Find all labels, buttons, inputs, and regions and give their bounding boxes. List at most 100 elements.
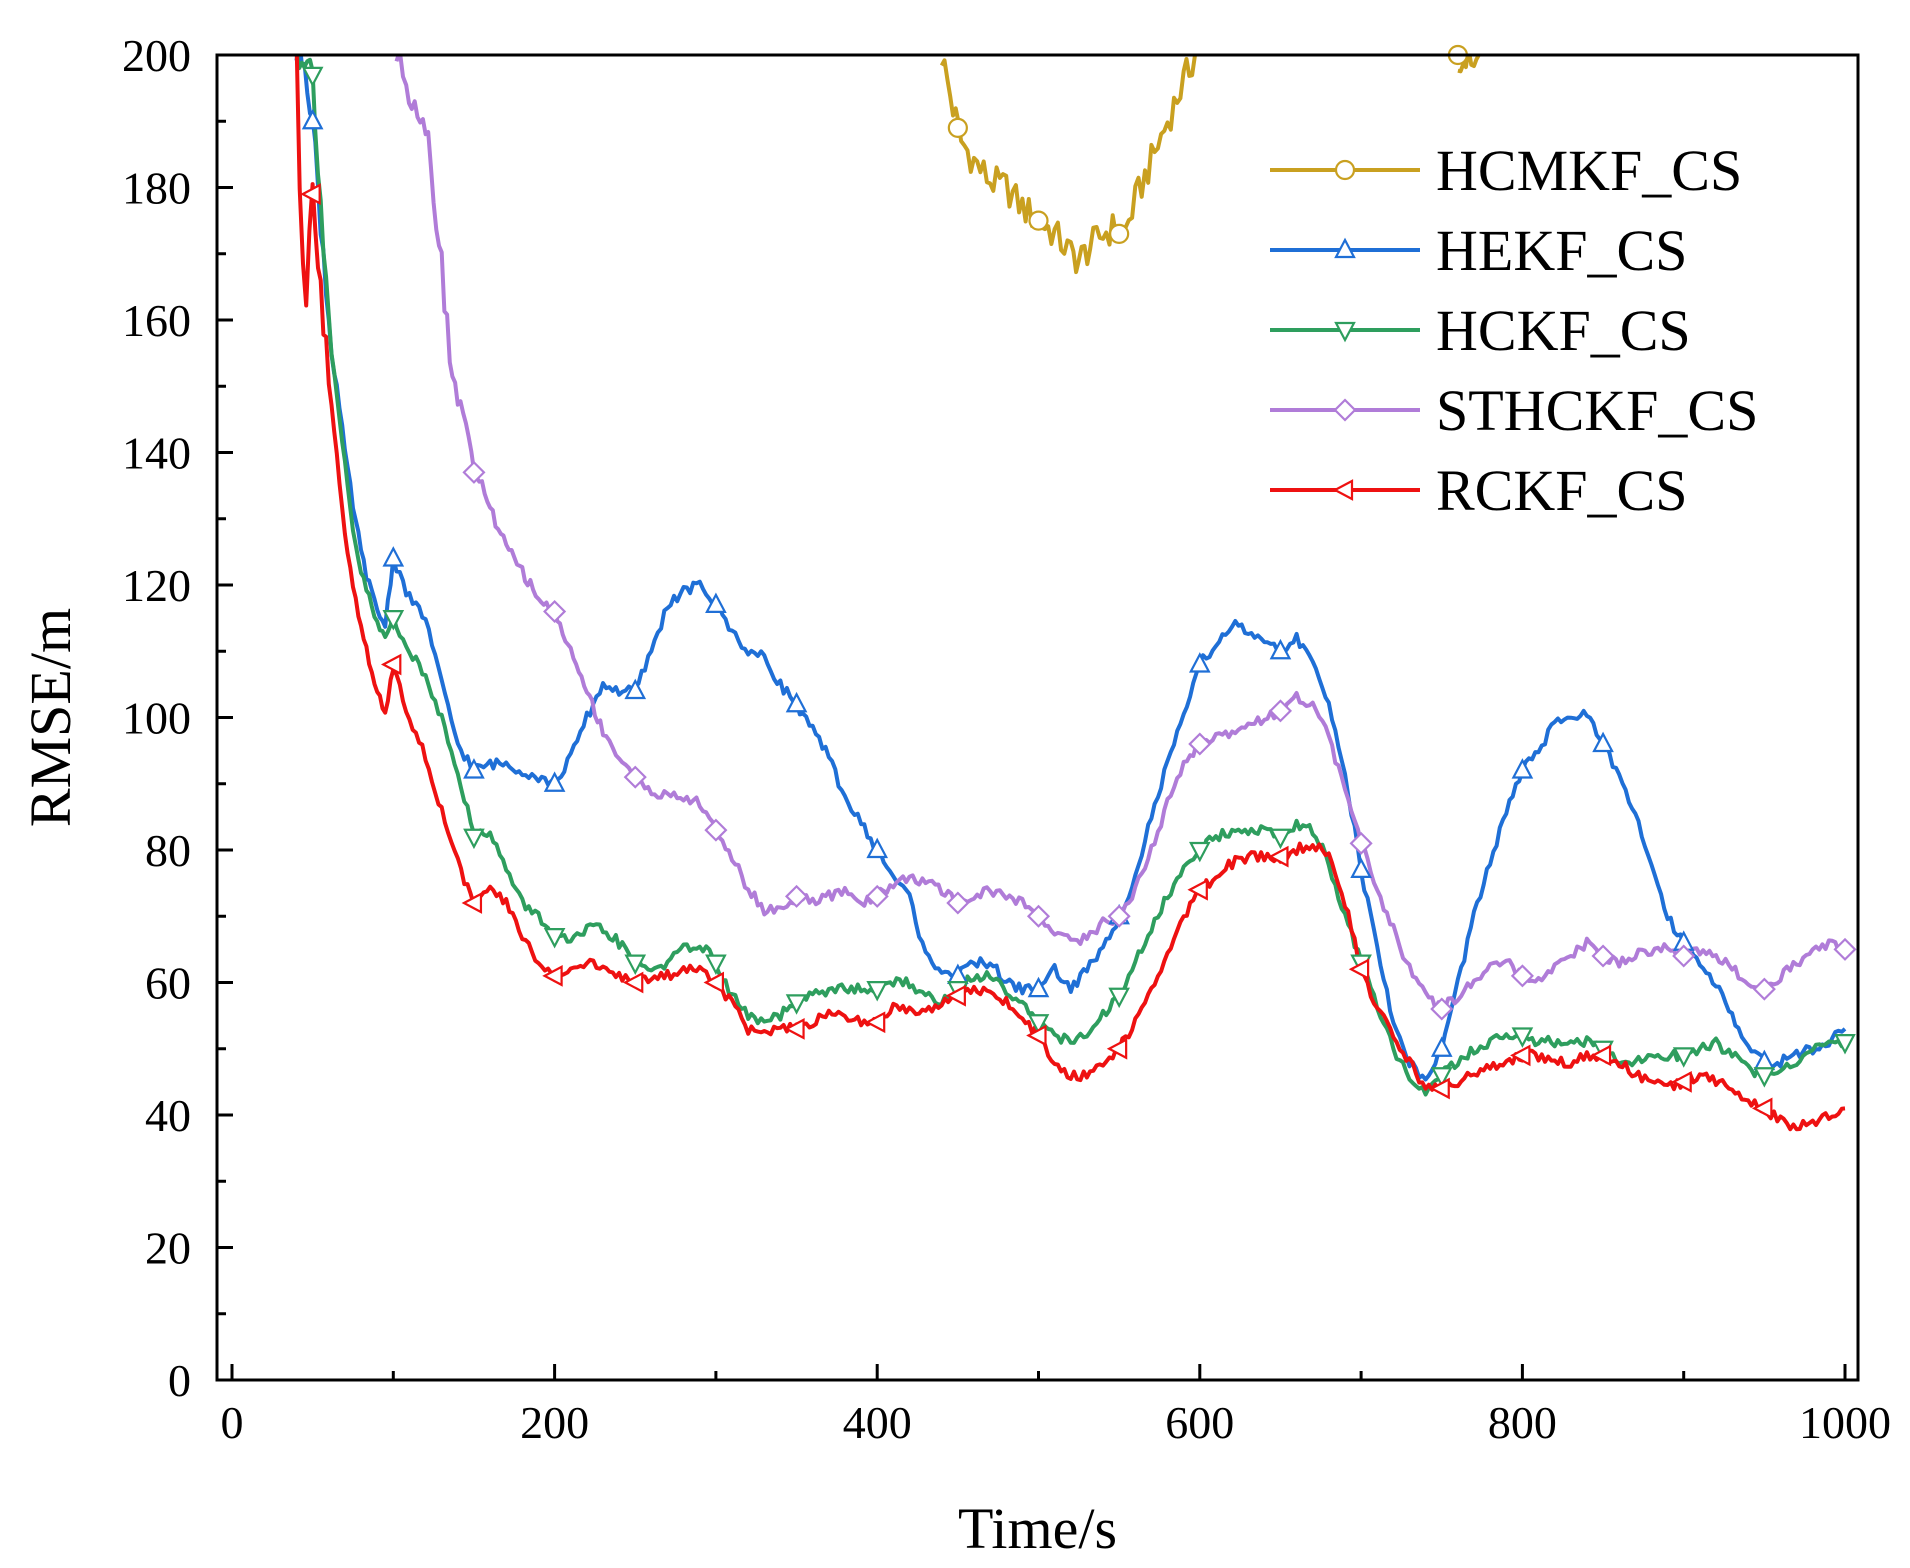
marker-hckf-cs — [705, 954, 727, 975]
y-tick-label: 160 — [122, 295, 191, 346]
y-tick-label: 60 — [145, 958, 191, 1009]
marker-hekf-cs — [866, 837, 889, 859]
y-tick-label: 40 — [145, 1090, 191, 1141]
marker-sthckf-cs — [1833, 937, 1857, 961]
y-axis-title: RMSE/m — [18, 608, 83, 827]
marker-hckf-cs — [1672, 1047, 1695, 1068]
marker-sthckf-cs — [1026, 904, 1051, 928]
marker-hekf-cs — [1430, 1036, 1453, 1057]
marker-sthckf-cs — [462, 460, 486, 484]
marker-hekf-cs — [1511, 758, 1534, 779]
marker-hckf-cs — [1188, 841, 1211, 863]
marker-rckf-cs — [1268, 845, 1289, 868]
x-axis-title: Time/s — [958, 1496, 1117, 1561]
marker-hckf-cs — [463, 828, 485, 850]
marker-hekf-cs — [463, 758, 485, 779]
series-line-hcmkf-cs-1 — [939, 55, 1197, 275]
marker-sthckf-cs — [543, 599, 567, 624]
marker-hcmkf-cs — [947, 117, 968, 138]
marker-sthckf-cs — [1430, 997, 1454, 1021]
legend-marker-hcmkf-cs — [1334, 159, 1356, 181]
series-line-hckf-cs — [295, 55, 1847, 1097]
y-tick-label: 140 — [122, 428, 191, 479]
legend-item-rckf-cs: RCKF_CS — [1270, 458, 1687, 523]
marker-sthckf-cs — [1349, 831, 1373, 855]
legend-item-hcmkf-cs: HCMKF_CS — [1270, 138, 1742, 203]
marker-sthckf-cs — [1510, 964, 1534, 988]
marker-rckf-cs — [784, 1018, 805, 1040]
marker-sthckf-cs — [704, 818, 728, 842]
marker-rckf-cs — [542, 965, 563, 987]
marker-hckf-cs — [543, 928, 566, 949]
marker-sthckf-cs — [946, 891, 970, 915]
marker-sthckf-cs — [784, 884, 809, 908]
y-tick-label: 20 — [145, 1223, 191, 1274]
y-tick-label: 0 — [168, 1355, 191, 1406]
marker-hckf-cs — [301, 66, 324, 88]
marker-hckf-cs — [866, 981, 889, 1002]
marker-hckf-cs — [785, 994, 808, 1015]
marker-hcmkf-cs — [1109, 223, 1130, 244]
tick-layer: 0 200 400 600 800 1000 0 20 40 60 80 100 120 140 160 18… — [122, 30, 1891, 1448]
marker-hckf-cs — [624, 954, 647, 975]
marker-hckf-cs — [1108, 987, 1130, 1009]
marker-rckf-cs — [1751, 1097, 1773, 1120]
marker-rckf-cs — [703, 971, 725, 994]
marker-sthckf-cs — [623, 765, 647, 789]
legend-item-sthckf-cs: STHCKF_CS — [1270, 378, 1758, 443]
marker-hekf-cs — [624, 678, 647, 700]
y-tick-label: 80 — [145, 825, 191, 876]
legend-item-hckf-cs: HCKF_CS — [1270, 298, 1691, 363]
marker-hekf-cs — [1592, 731, 1614, 753]
legend-marker-rckf-cs — [1332, 479, 1354, 501]
marker-hekf-cs — [1350, 857, 1372, 878]
marker-sthckf-cs — [1107, 904, 1131, 928]
marker-hekf-cs — [1188, 652, 1211, 673]
marker-rckf-cs — [622, 971, 644, 994]
marker-hekf-cs — [1269, 638, 1292, 660]
marker-rckf-cs — [1590, 1044, 1612, 1067]
legend-item-hekf-cs: HEKF_CS — [1270, 218, 1687, 283]
legend-label-rckf-cs: RCKF_CS — [1436, 458, 1687, 523]
marker-rckf-cs — [1187, 878, 1208, 901]
legend-label-sthckf-cs: STHCKF_CS — [1436, 378, 1758, 443]
marker-rckf-cs — [380, 653, 402, 676]
marker-rckf-cs — [1106, 1037, 1128, 1060]
legend-marker-hckf-cs — [1334, 321, 1356, 343]
x-tick-label: 0 — [221, 1397, 244, 1448]
legend-label-hckf-cs: HCKF_CS — [1436, 298, 1691, 363]
marker-hckf-cs — [382, 610, 405, 631]
marker-hckf-cs — [1027, 1014, 1050, 1035]
legend-marker-sthckf-cs — [1333, 398, 1357, 422]
legend-label-hekf-cs: HEKF_CS — [1436, 218, 1687, 283]
marker-rckf-cs — [864, 1011, 886, 1034]
marker-hckf-cs — [1511, 1027, 1534, 1048]
marker-hekf-cs — [382, 546, 405, 567]
x-tick-label: 600 — [1165, 1397, 1234, 1448]
x-tick-label: 1000 — [1799, 1397, 1891, 1448]
marker-sthckf-cs — [865, 884, 889, 908]
marker-hekf-cs — [1027, 976, 1050, 998]
marker-rckf-cs — [1510, 1044, 1531, 1067]
marker-rckf-cs — [945, 984, 966, 1007]
marker-rckf-cs — [1429, 1077, 1450, 1100]
marker-hckf-cs — [1430, 1067, 1453, 1088]
marker-hckf-cs — [1834, 1034, 1856, 1055]
legend: HCMKF_CS HEKF_CS HCKF_CS STHCKF_CS RCKF_CS — [1270, 138, 1758, 523]
marker-sthckf-cs — [1591, 944, 1615, 968]
marker-rckf-cs — [1348, 958, 1370, 981]
y-tick-label: 100 — [122, 693, 191, 744]
marker-hekf-cs — [543, 771, 566, 792]
x-tick-label: 800 — [1488, 1397, 1557, 1448]
marker-hekf-cs — [785, 691, 808, 713]
marker-sthckf-cs — [1672, 944, 1696, 968]
series-line-hekf-cs — [294, 55, 1847, 1082]
marker-rckf-cs — [461, 892, 483, 914]
marker-sthckf-cs — [1188, 732, 1212, 756]
series-line-rckf-cs — [294, 55, 1846, 1132]
marker-hekf-cs — [705, 592, 727, 613]
marker-rckf-cs — [300, 183, 321, 205]
legend-marker-hekf-cs — [1334, 237, 1356, 259]
y-tick-label: 120 — [122, 560, 191, 611]
y-tick-label: 180 — [122, 163, 191, 214]
